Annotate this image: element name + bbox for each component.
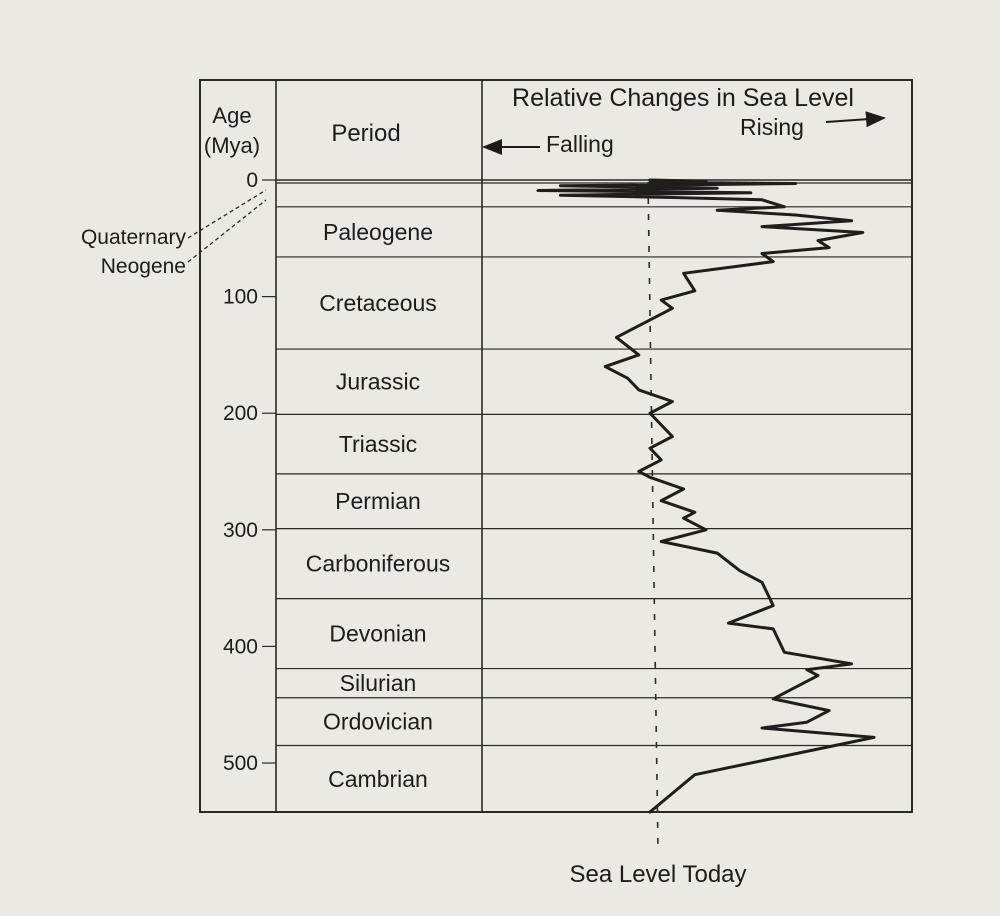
quaternary-neogene-callout: Quaternary Neogene <box>81 189 267 278</box>
rising-arrow <box>825 111 886 128</box>
period-label-triassic: Triassic <box>339 431 417 457</box>
age-tick-100: 100 <box>223 286 258 309</box>
sea-level-curve <box>536 178 876 814</box>
period-labels: Paleogene Cretaceous Jurassic Triassic Permi… <box>306 219 450 792</box>
age-header-line1: Age <box>212 103 251 128</box>
period-label-carboniferous: Carboniferous <box>306 551 450 577</box>
period-header: Period <box>331 120 400 147</box>
callout-leader-neogene <box>187 199 267 263</box>
callout-quaternary: Quaternary <box>81 226 187 249</box>
age-tick-0: 0 <box>246 169 258 192</box>
period-label-cambrian: Cambrian <box>328 766 428 792</box>
period-label-paleogene: Paleogene <box>323 219 433 245</box>
period-label-jurassic: Jurassic <box>336 369 420 395</box>
period-label-cretaceous: Cretaceous <box>319 290 437 316</box>
chart-frame <box>199 79 913 813</box>
callout-leader-quaternary <box>187 189 267 239</box>
sea-level-today-line <box>647 181 659 849</box>
period-label-devonian: Devonian <box>329 621 426 647</box>
rising-label: Rising <box>740 114 804 140</box>
age-tick-500: 500 <box>223 752 258 775</box>
period-label-silurian: Silurian <box>340 670 417 696</box>
sea-level-today-label: Sea Level Today <box>569 861 746 888</box>
age-tick-200: 200 <box>223 402 258 425</box>
period-boundaries <box>276 182 912 747</box>
period-label-ordovician: Ordovician <box>323 709 433 735</box>
callout-neogene: Neogene <box>101 255 186 278</box>
age-tick-400: 400 <box>223 635 258 658</box>
chart-title: Relative Changes in Sea Level <box>512 84 854 112</box>
falling-label: Falling <box>546 131 614 157</box>
period-label-permian: Permian <box>335 488 421 514</box>
table-grid <box>199 79 913 813</box>
age-axis: 0 100 200 300 400 500 <box>223 169 276 775</box>
age-header-line2: (Mya) <box>204 133 260 158</box>
header: Age (Mya) Period Relative Changes in Sea… <box>204 84 886 158</box>
age-tick-300: 300 <box>223 519 258 542</box>
